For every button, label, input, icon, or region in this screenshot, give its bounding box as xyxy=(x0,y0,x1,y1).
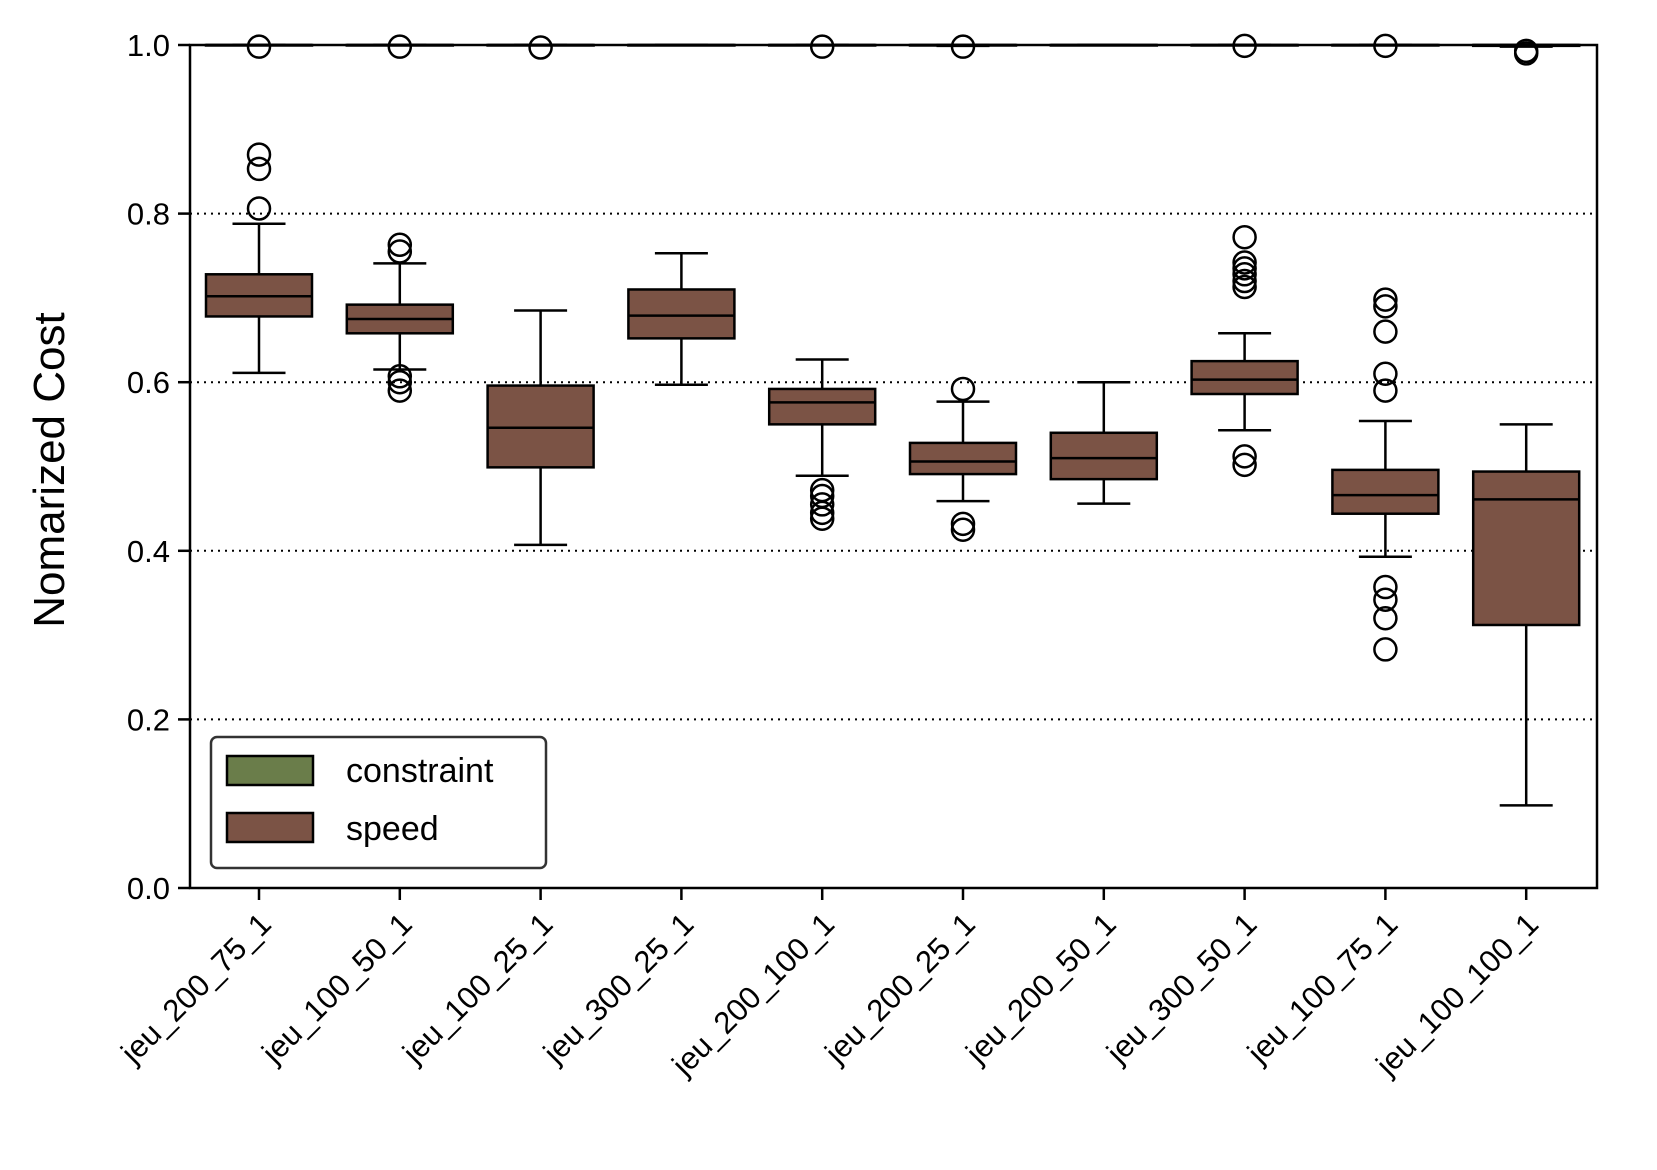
box-speed-jeu_200_100_1 xyxy=(767,358,877,532)
outlier-point xyxy=(387,364,413,389)
box-speed-jeu_100_25_1 xyxy=(486,309,595,547)
outlier-point xyxy=(1373,637,1398,662)
legend: constraint speed xyxy=(209,735,548,870)
outlier-point xyxy=(1232,268,1257,294)
outlier-point xyxy=(387,239,413,264)
y-tick-label: 0.0 xyxy=(127,871,170,906)
outlier-point xyxy=(1232,224,1257,250)
box-iqr xyxy=(1190,359,1299,396)
outlier-point xyxy=(1513,41,1539,66)
outlier-point xyxy=(246,156,272,182)
outlier-point xyxy=(1232,444,1257,469)
box-speed-jeu_100_75_1 xyxy=(1331,287,1440,662)
outlier-point xyxy=(950,517,976,542)
y-tick-label: 0.8 xyxy=(127,197,170,232)
outlier-point xyxy=(1373,287,1398,312)
outlier-point xyxy=(1373,294,1398,319)
box-iqr xyxy=(1471,470,1581,627)
outlier-point xyxy=(1232,256,1257,281)
y-axis-title: Nomarized Cost xyxy=(25,312,74,627)
outlier-point xyxy=(528,35,553,60)
outlier-point xyxy=(809,477,835,503)
box-speed-jeu_300_25_1 xyxy=(627,251,736,386)
outlier-point xyxy=(809,492,835,517)
box-iqr xyxy=(486,384,595,469)
box-speed-jeu_100_50_1 xyxy=(345,232,455,403)
outlier-point xyxy=(1373,587,1398,612)
plot-frame xyxy=(188,43,1599,890)
box-speed-jeu_300_50_1 xyxy=(1190,224,1299,478)
y-tick-label: 0.6 xyxy=(127,365,170,400)
legend-swatch-speed xyxy=(225,811,315,844)
outlier-point xyxy=(246,142,272,167)
outlier-point xyxy=(246,34,272,59)
outlier-point xyxy=(950,511,976,537)
box-speed-jeu_100_100_1 xyxy=(1471,423,1581,807)
box-iqr xyxy=(767,387,877,426)
box-iqr xyxy=(627,288,736,340)
outlier-point xyxy=(1373,605,1398,631)
outlier-point xyxy=(1232,274,1257,300)
outlier-point xyxy=(809,34,835,59)
box-speed-jeu_200_25_1 xyxy=(908,376,1018,542)
outlier-point xyxy=(1373,361,1398,387)
outlier-point xyxy=(1373,319,1398,344)
outlier-point xyxy=(246,196,272,221)
outlier-point xyxy=(387,34,413,59)
outlier-point xyxy=(1232,250,1257,275)
box-iqr xyxy=(1049,431,1159,481)
outlier-point xyxy=(387,369,413,395)
y-tick-label: 0.2 xyxy=(127,702,170,737)
outlier-point xyxy=(387,232,413,258)
y-tick-label: 0.4 xyxy=(127,534,170,569)
box-iqr xyxy=(908,441,1018,476)
outlier-point xyxy=(950,376,976,402)
outlier-point xyxy=(1373,574,1398,600)
box-speed-jeu_200_50_1 xyxy=(1049,380,1159,505)
outlier-point xyxy=(387,378,413,403)
box-speed-jeu_200_75_1 xyxy=(204,142,314,375)
legend-label-speed: speed xyxy=(346,810,439,848)
outlier-point xyxy=(1232,262,1257,287)
outlier-point xyxy=(809,483,835,509)
series-speed xyxy=(204,142,1581,807)
legend-swatch-constraint xyxy=(225,754,315,787)
outlier-point xyxy=(1373,378,1398,403)
outlier-point xyxy=(950,34,976,59)
outlier-point xyxy=(1232,452,1257,478)
box-iqr xyxy=(1331,468,1440,515)
y-tick-label: 1.0 xyxy=(127,28,170,63)
legend-label-constraint: constraint xyxy=(346,752,494,790)
